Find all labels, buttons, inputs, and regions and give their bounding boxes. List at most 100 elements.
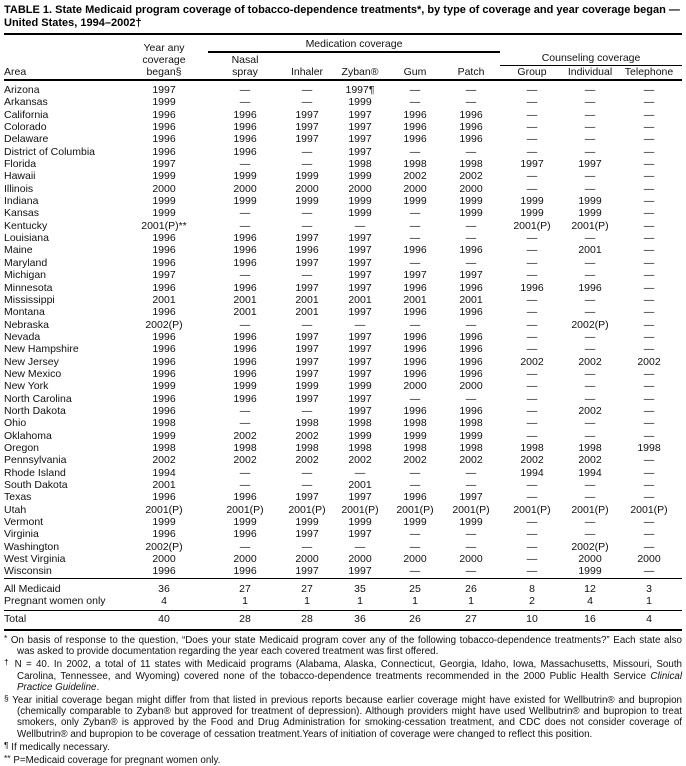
state-row: Louisiana 1996 1996 1997 1997 — — — — — <box>4 232 682 244</box>
footnote-symbol: § <box>4 692 9 703</box>
value-cell: — <box>643 195 655 208</box>
footnote-symbol: * <box>4 632 8 643</box>
value-cell: — <box>526 133 538 146</box>
value-cell: — <box>643 306 655 319</box>
value-cell: 2001 <box>578 244 602 257</box>
state-row: Hawaii 1999 1999 1999 1999 2002 2002 — — — <box>4 170 682 182</box>
value-cell: 1996 <box>152 392 176 405</box>
value-cell: — <box>643 269 655 282</box>
value-cell: — <box>526 429 538 442</box>
value-cell: 1996 <box>520 281 544 294</box>
area-cell: Colorado <box>4 121 47 134</box>
value-cell: 1999 <box>520 207 544 220</box>
value-cell: 1998 <box>295 417 319 430</box>
value-cell: — <box>584 84 596 96</box>
group-header-medication: Medication coverage <box>208 34 501 53</box>
value-cell: 2001(P) <box>630 503 668 516</box>
value-cell: 1998 <box>459 441 483 454</box>
footnote-symbol: ** <box>4 752 11 763</box>
value-cell: 36 <box>158 582 170 595</box>
value-cell: — <box>643 516 655 529</box>
value-cell: 2000 <box>403 182 427 195</box>
value-cell: — <box>643 281 655 294</box>
state-row: Arizona 1997 — — 1997¶ — — — — — <box>4 80 682 96</box>
value-cell: 1996 <box>233 367 257 380</box>
value-cell: 26 <box>465 582 477 595</box>
table-title: TABLE 1. State Medicaid program coverage… <box>4 4 682 30</box>
value-cell: — <box>584 145 596 158</box>
area-cell: Maine <box>4 244 33 257</box>
value-cell: 2002 <box>295 454 319 467</box>
value-cell: 1997 <box>348 244 372 257</box>
state-row: Indiana 1999 1999 1999 1999 1999 1999 1999 1999 — <box>4 195 682 207</box>
value-cell: 16 <box>584 612 596 625</box>
value-cell: — <box>643 133 655 146</box>
area-cell: Ohio <box>4 417 27 430</box>
value-cell: 1998 <box>295 441 319 454</box>
value-cell: — <box>465 84 477 96</box>
value-cell: — <box>643 219 655 232</box>
value-cell: 28 <box>301 612 313 625</box>
state-row: Nevada 1996 1996 1997 1997 1996 1996 — — — <box>4 331 682 343</box>
value-cell: — <box>526 182 538 195</box>
value-cell: — <box>239 84 251 96</box>
value-cell: — <box>643 158 655 171</box>
state-row: Oregon 1998 1998 1998 1998 1998 1998 1998 1998 19… <box>4 442 682 454</box>
value-cell: — <box>643 318 655 331</box>
value-cell: 2002 <box>578 404 602 417</box>
group-header-counseling: Counseling coverage <box>500 52 683 66</box>
value-cell: — <box>301 219 313 232</box>
value-cell: 1999 <box>233 380 257 393</box>
value-cell: — <box>301 318 313 331</box>
value-cell: — <box>584 516 596 529</box>
footnote: † N = 40. In 2002, a total of 11 states … <box>4 657 682 693</box>
footnotes: * On basis of response to the question, … <box>4 633 682 766</box>
value-cell: 1996 <box>295 244 319 257</box>
state-row: North Dakota 1996 — — 1997 1996 1996 — 2002 — <box>4 405 682 417</box>
value-cell: 1999 <box>152 380 176 393</box>
value-cell: 2000 <box>459 553 483 566</box>
value-cell: 1997 <box>403 269 427 282</box>
value-cell: 1999 <box>403 195 427 208</box>
value-cell: 1998 <box>233 441 257 454</box>
value-cell: — <box>409 479 421 491</box>
state-row: Florida 1997 — — 1998 1998 1998 1997 1997 — <box>4 158 682 170</box>
value-cell: 1997 <box>152 84 176 96</box>
value-cell: 2002 <box>459 454 483 467</box>
year-header-line1: Year any <box>143 42 185 54</box>
value-cell: — <box>526 293 538 306</box>
value-cell: 1996 <box>459 244 483 257</box>
value-cell: — <box>465 232 477 245</box>
value-cell: 1996 <box>459 367 483 380</box>
area-cell: Illinois <box>4 182 34 195</box>
year-header-line2: coverage <box>142 54 186 66</box>
value-cell: 36 <box>354 612 366 625</box>
value-cell: — <box>239 96 251 109</box>
value-cell: 1996 <box>459 108 483 121</box>
value-cell: — <box>526 528 538 541</box>
value-cell: 1996 <box>403 281 427 294</box>
value-cell: — <box>643 182 655 195</box>
value-cell: 1999 <box>348 96 372 109</box>
value-cell: 1998 <box>459 417 483 430</box>
area-cell: Florida <box>4 158 37 171</box>
value-cell: 1997 <box>295 281 319 294</box>
value-cell: 2002 <box>578 454 602 467</box>
value-cell: 1999 <box>348 170 372 183</box>
value-cell: 2002 <box>459 170 483 183</box>
value-cell: 1997 <box>295 232 319 245</box>
state-row: Colorado 1996 1996 1997 1997 1996 1996 — — — <box>4 121 682 133</box>
state-row: Maine 1996 1996 1996 1997 1996 1996 — 2001 — <box>4 244 682 256</box>
value-cell: — <box>301 96 313 109</box>
value-cell: 1997 <box>295 133 319 146</box>
col-header-patch: Patch <box>442 52 501 81</box>
value-cell: — <box>643 170 655 183</box>
area-cell: Utah <box>4 503 27 516</box>
value-cell: 2000 <box>295 553 319 566</box>
value-cell: 1998 <box>152 417 176 430</box>
value-cell: — <box>526 330 538 343</box>
value-cell: 1997 <box>152 269 176 282</box>
value-cell: 1996 <box>233 355 257 368</box>
value-cell: 1996 <box>152 404 176 417</box>
value-cell: 2002 <box>403 454 427 467</box>
